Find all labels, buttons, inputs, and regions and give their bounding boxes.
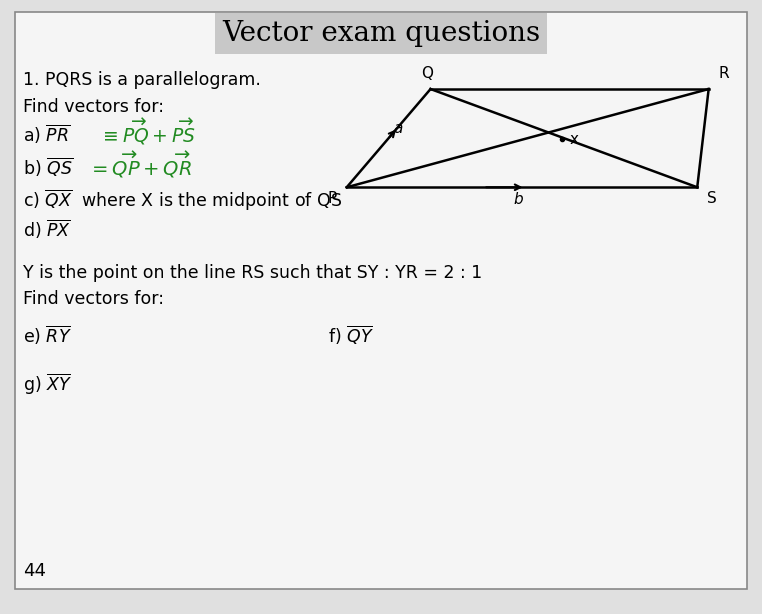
Text: $\equiv \overrightarrow{PQ} + \overrightarrow{PS}$: $\equiv \overrightarrow{PQ} + \overright…: [99, 117, 196, 147]
Text: Q: Q: [421, 66, 434, 81]
Text: e) $\overline{RY}$: e) $\overline{RY}$: [23, 324, 72, 348]
Text: b: b: [514, 192, 523, 207]
Text: f) $\overline{QY}$: f) $\overline{QY}$: [328, 324, 373, 348]
Text: d) $\overline{PX}$: d) $\overline{PX}$: [23, 218, 71, 241]
Text: a: a: [393, 122, 402, 136]
Text: Vector exam questions: Vector exam questions: [222, 20, 540, 47]
Text: $= \overrightarrow{QP} +\overrightarrow{QR}$: $= \overrightarrow{QP} +\overrightarrow{…: [88, 149, 192, 180]
Text: b) $\overline{QS}$: b) $\overline{QS}$: [23, 155, 73, 179]
Text: c) $\overline{QX}$  where X is the midpoint of QS: c) $\overline{QX}$ where X is the midpoi…: [23, 187, 342, 212]
Text: Find vectors for:: Find vectors for:: [23, 290, 164, 308]
Text: Find vectors for:: Find vectors for:: [23, 98, 164, 116]
Text: x: x: [570, 133, 579, 147]
Text: P: P: [328, 192, 337, 206]
Text: 44: 44: [23, 562, 46, 580]
Text: S: S: [707, 192, 717, 206]
Text: Y is the point on the line RS such that SY : YR = 2 : 1: Y is the point on the line RS such that …: [23, 264, 482, 282]
Text: g) $\overline{XY}$: g) $\overline{XY}$: [23, 371, 72, 397]
Text: R: R: [719, 66, 729, 81]
Text: a) $\overline{PR}$: a) $\overline{PR}$: [23, 123, 70, 146]
Text: 1. PQRS is a parallelogram.: 1. PQRS is a parallelogram.: [23, 71, 261, 88]
